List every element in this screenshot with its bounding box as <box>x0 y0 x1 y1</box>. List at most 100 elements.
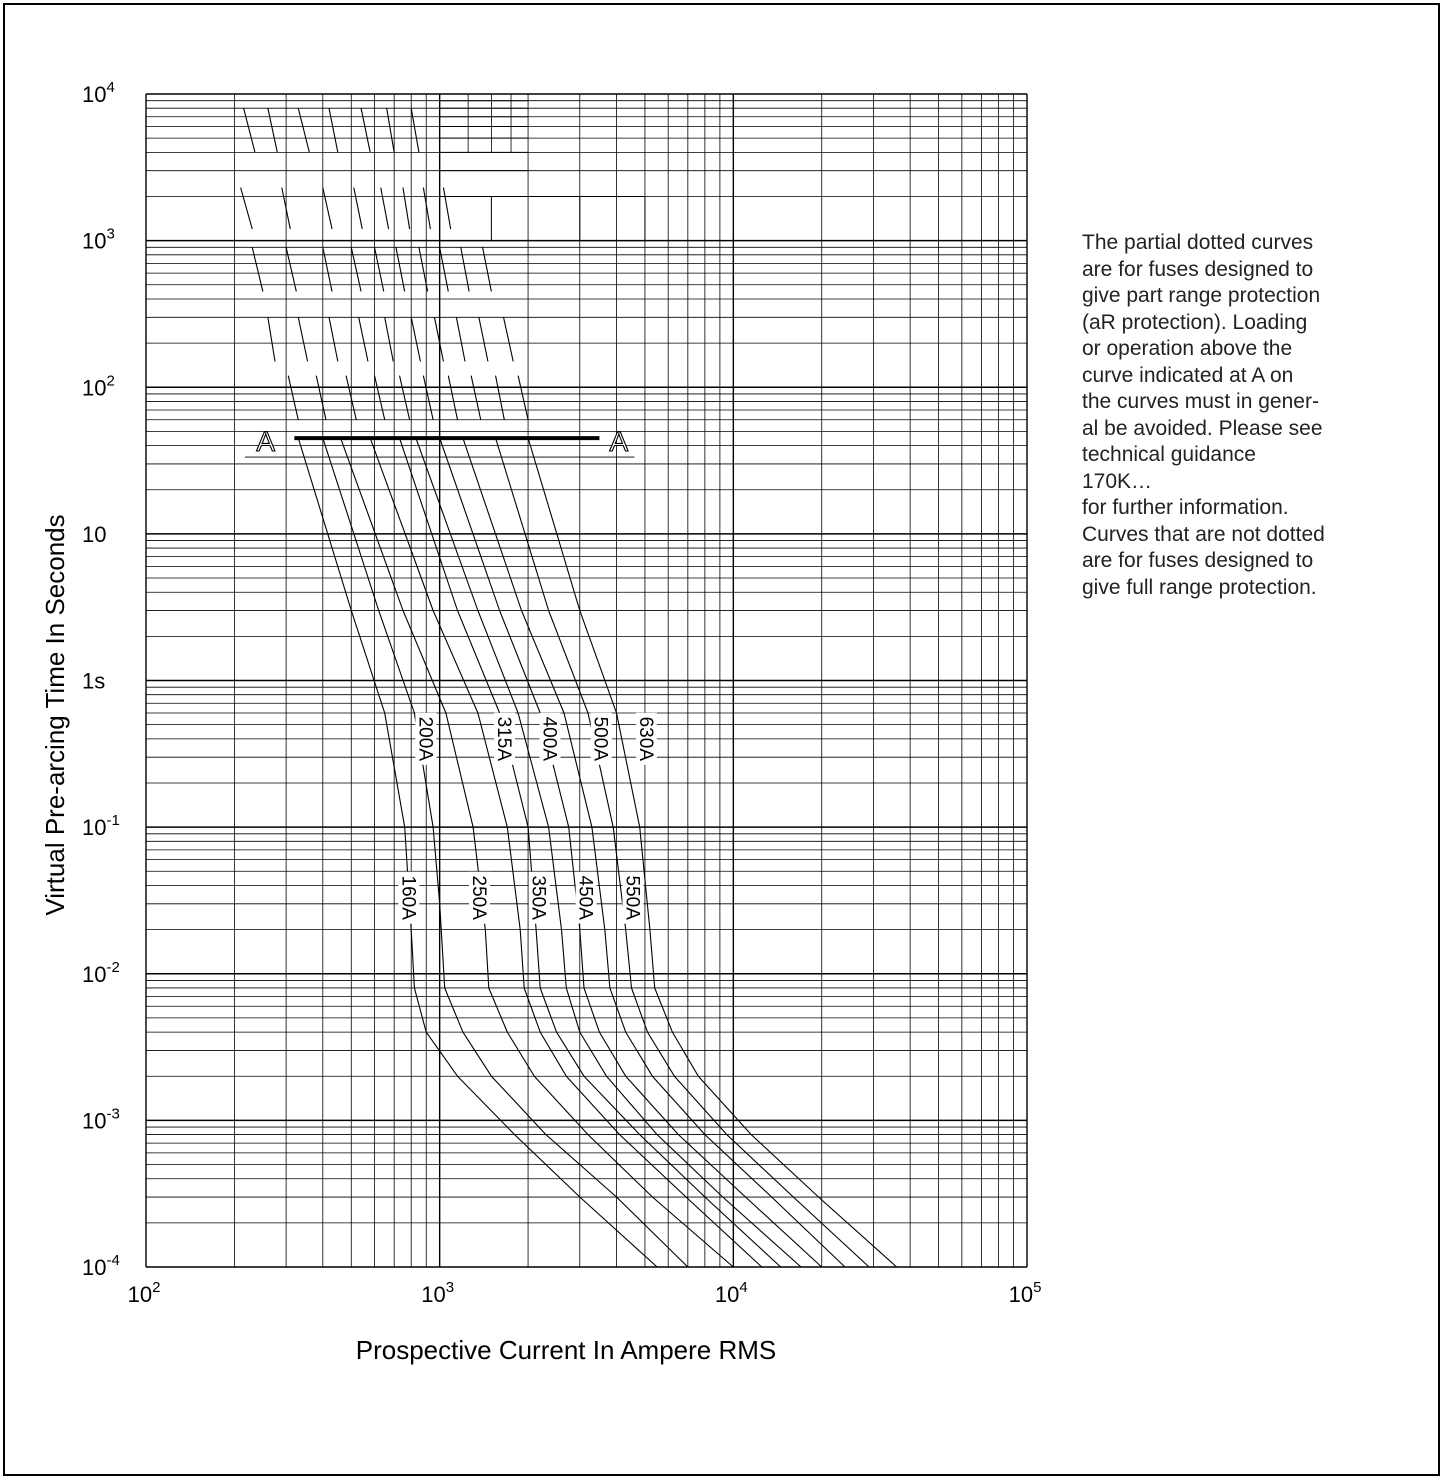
dotted-curve-segment <box>418 247 429 292</box>
curve-label-bg <box>469 871 490 924</box>
dotted-curve-segment <box>281 187 291 230</box>
x-tick-label: 103 <box>421 1279 454 1307</box>
dotted-curve-segment <box>243 108 256 153</box>
dotted-curve-segment <box>267 108 278 153</box>
curve-label-bg <box>575 871 597 924</box>
note-line: curve indicated at A on <box>1082 363 1294 387</box>
y-tick-label: 10-2 <box>82 959 120 987</box>
curve-labels: 160A 200A 250A 315A 350A 400A 450A 500A 550A 630A <box>397 712 657 924</box>
tick-exponent: 4 <box>739 1279 747 1296</box>
curve-label: 160A <box>397 876 418 921</box>
tick-base: 10 <box>82 815 106 840</box>
curve-label: 250A <box>468 876 489 921</box>
note-line: technical guidance <box>1082 443 1256 466</box>
tick-exponent: 2 <box>152 1279 160 1296</box>
curve-label: 315A <box>493 717 514 762</box>
dotted-curve-segment <box>297 108 310 153</box>
note-line: for further information. <box>1082 496 1289 519</box>
tick-base: 10 <box>128 1282 152 1307</box>
tick-exponent: 3 <box>446 1279 454 1296</box>
dotted-curve-segment <box>373 247 385 292</box>
dotted-curve-segment <box>460 247 470 292</box>
curve-label-bg <box>494 712 515 765</box>
tick-base: 1s <box>82 669 105 694</box>
a-label-left: A <box>256 426 275 457</box>
dotted-curve-segment <box>410 108 420 153</box>
dotted-curve-segment <box>386 108 395 153</box>
note-line: or operation above the <box>1082 337 1293 360</box>
dotted-curve-segment <box>482 247 492 292</box>
curve-label: 630A <box>635 717 656 762</box>
y-tick-label: 1s <box>82 669 105 694</box>
x-tick-label: 104 <box>715 1279 748 1307</box>
dotted-curve-segment <box>447 375 459 420</box>
x-tick-label: 102 <box>128 1279 161 1307</box>
curve-label-group: 350A <box>528 871 550 924</box>
dotted-curve-segment <box>240 187 253 230</box>
dotted-curve-segment <box>345 375 357 420</box>
curve-label-group: 630A <box>635 712 657 765</box>
dotted-curve-segment <box>360 108 371 153</box>
curve-label-group: 315A <box>493 712 515 765</box>
y-tick-label: 102 <box>82 372 115 400</box>
dotted-curve-segment <box>384 317 394 362</box>
grid <box>145 93 1028 1268</box>
dotted-curves <box>240 108 529 420</box>
x-tick-label: 105 <box>1009 1279 1042 1307</box>
note-line: the curves must in gener- <box>1082 390 1319 413</box>
tick-exponent: -1 <box>106 812 119 829</box>
dotted-curve-segment <box>478 317 489 362</box>
tick-base: 10 <box>715 1282 739 1307</box>
tick-base: 10 <box>421 1282 445 1307</box>
dotted-curve-segment <box>495 375 505 420</box>
tick-base: 10 <box>1009 1282 1033 1307</box>
dotted-curve-segment <box>422 187 431 230</box>
curve-label-group: 500A <box>590 712 612 765</box>
curve-label-group: 400A <box>539 712 561 765</box>
dotted-curve-segment <box>328 108 339 153</box>
dotted-curve-segment <box>285 247 297 292</box>
curve-label-bg <box>415 712 437 765</box>
tick-exponent: -4 <box>106 1252 119 1269</box>
dotted-curve-segment <box>297 317 309 362</box>
dotted-curve-segment <box>328 317 339 362</box>
tick-base: 10 <box>82 229 106 254</box>
tick-exponent: 2 <box>106 372 114 389</box>
series-curve-160A <box>297 437 658 1268</box>
tick-base: 10 <box>82 1108 106 1133</box>
tick-exponent: 4 <box>106 79 114 96</box>
dotted-curve-segment <box>380 187 390 230</box>
curve-label-bg <box>539 712 561 765</box>
curve-label-group: 450A <box>575 871 597 924</box>
tick-base: 10 <box>82 522 106 547</box>
dotted-curve-segment <box>322 247 333 292</box>
tick-base: 10 <box>82 82 106 107</box>
curve-label: 400A <box>539 717 560 762</box>
dotted-curve-segment <box>395 247 406 292</box>
series-curve-250A <box>340 437 734 1268</box>
curve-label: 350A <box>528 876 549 921</box>
y-tick-label: 10-1 <box>82 812 120 840</box>
y-tick-label: 10 <box>82 522 106 547</box>
series-curve-630A <box>527 437 898 1268</box>
x-axis-title: Prospective Current In Ampere RMS <box>356 1335 777 1365</box>
curve-label: 200A <box>414 717 435 762</box>
curve-label: 550A <box>621 876 642 921</box>
curve-label: 500A <box>590 717 611 762</box>
series-curve-400A <box>415 437 802 1268</box>
y-tick-label: 103 <box>82 226 115 254</box>
series-curve-350A <box>398 437 782 1268</box>
series-curve-550A <box>495 437 870 1268</box>
curve-label-group: 250A <box>468 871 490 924</box>
tick-labels: 102 103 104 105104103102101s10-110-210-310-… <box>82 79 1041 1307</box>
dotted-curve-segment <box>410 317 421 362</box>
dotted-curve-segment <box>517 375 529 420</box>
y-tick-label: 10-3 <box>82 1105 120 1133</box>
tick-base: 10 <box>82 1255 106 1280</box>
note-line: The partial dotted curves <box>1082 231 1314 254</box>
dotted-curve-segment <box>350 247 362 292</box>
y-tick-label: 10-4 <box>82 1252 120 1280</box>
curve-label-bg <box>398 871 420 924</box>
note-line: al be avoided. Please see <box>1082 416 1323 440</box>
